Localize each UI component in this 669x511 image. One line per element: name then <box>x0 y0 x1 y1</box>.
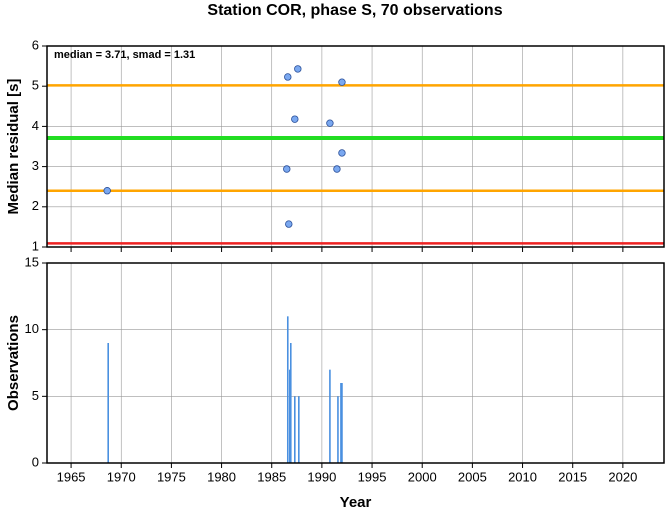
bar <box>329 369 331 463</box>
plot-frame <box>46 262 665 464</box>
x-tick-label: 1995 <box>358 469 387 484</box>
point <box>291 115 299 123</box>
x-tick-label: 1965 <box>57 469 86 484</box>
point <box>283 165 291 173</box>
point <box>284 73 292 81</box>
bar <box>107 343 109 463</box>
bar <box>341 383 343 463</box>
point <box>333 165 341 173</box>
bar <box>340 383 342 463</box>
point <box>294 65 302 73</box>
y-tick-label: 15 <box>25 254 39 269</box>
y-tick-label: 1 <box>32 238 39 253</box>
point <box>285 220 293 228</box>
x-tick-label: 1975 <box>157 469 186 484</box>
y-tick-label: 5 <box>32 78 39 93</box>
bar <box>337 396 339 463</box>
y-tick-label: 2 <box>32 198 39 213</box>
x-tick-label: 1985 <box>257 469 286 484</box>
bar <box>298 396 300 463</box>
y-tick-label: 3 <box>32 158 39 173</box>
plot-frame <box>46 45 665 248</box>
point <box>326 119 334 127</box>
x-tick-label: 1980 <box>207 469 236 484</box>
point <box>103 187 111 195</box>
x-tick-label: 2020 <box>608 469 637 484</box>
plot-area <box>47 46 664 247</box>
point <box>338 149 346 157</box>
x-tick-label: 1970 <box>107 469 136 484</box>
y-tick-label: 0 <box>32 454 39 469</box>
x-tick-label: 2010 <box>508 469 537 484</box>
y-tick-label: 5 <box>32 388 39 403</box>
y-axis-label: Observations <box>5 315 22 411</box>
y-tick-label: 4 <box>32 118 39 133</box>
chart-title: Station COR, phase S, 70 observations <box>207 2 502 19</box>
bar <box>289 343 292 463</box>
x-tick-label: 1990 <box>307 469 336 484</box>
x-tick-label: 2000 <box>408 469 437 484</box>
x-tick-label: 2015 <box>558 469 587 484</box>
bar <box>294 396 296 463</box>
x-tick-label: 2005 <box>458 469 487 484</box>
plot-area <box>47 263 664 463</box>
annotation: median = 3.71, smad = 1.31 <box>54 49 195 61</box>
y-tick-label: 6 <box>32 37 39 52</box>
x-axis-label: Year <box>340 494 372 511</box>
bar <box>286 316 289 463</box>
bar <box>288 369 291 463</box>
y-tick-label: 10 <box>25 321 39 336</box>
y-axis-label: Median residual [s] <box>5 79 22 215</box>
point <box>338 78 346 86</box>
